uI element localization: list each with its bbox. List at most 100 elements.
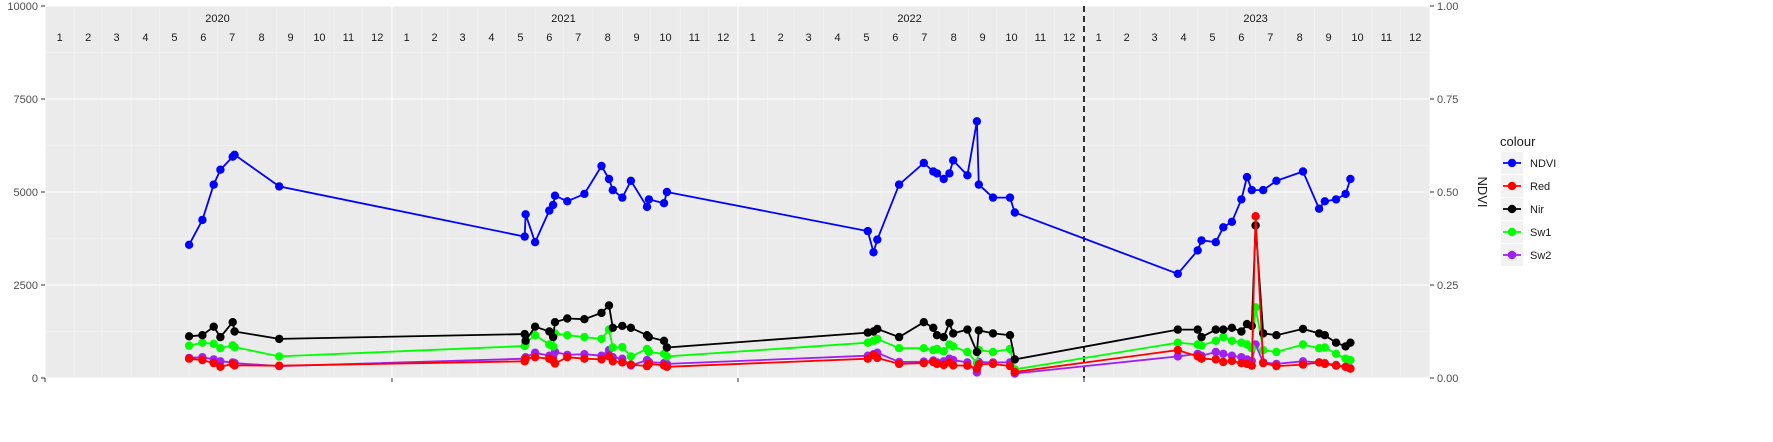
- data-point: [1173, 352, 1183, 361]
- month-tick-label: 5: [171, 32, 177, 44]
- data-point: [530, 238, 540, 247]
- data-point: [949, 329, 958, 338]
- data-point: [198, 355, 207, 365]
- month-tick-label: 8: [951, 32, 957, 44]
- data-point: [608, 323, 617, 332]
- data-point: [932, 331, 942, 340]
- month-tick-label: 11: [1035, 32, 1046, 44]
- data-point: [608, 185, 617, 195]
- legend-label: Nir: [1530, 204, 1544, 216]
- month-tick-label: 3: [1152, 32, 1158, 44]
- data-point: [530, 322, 540, 331]
- data-point: [184, 240, 194, 249]
- data-point: [563, 331, 572, 340]
- series-nir: [184, 221, 1355, 364]
- month-tick-label: 3: [460, 32, 466, 44]
- data-point: [1346, 364, 1355, 373]
- data-point: [949, 156, 958, 165]
- data-point: [963, 361, 972, 370]
- data-point: [608, 343, 617, 352]
- data-point: [520, 329, 529, 339]
- month-tick-label: 5: [517, 32, 523, 44]
- data-point: [626, 360, 636, 369]
- month-tick-label: 3: [114, 32, 120, 44]
- data-point: [873, 353, 882, 363]
- year-label: 2021: [551, 13, 575, 25]
- y-right-tick-label: 0.00: [1437, 373, 1458, 385]
- data-point: [216, 332, 225, 342]
- data-point: [1237, 327, 1246, 336]
- month-tick-label: 5: [863, 32, 869, 44]
- month-tick-label: 2: [432, 32, 438, 44]
- data-point: [1193, 325, 1202, 334]
- data-point: [230, 327, 239, 336]
- data-point: [597, 334, 606, 344]
- month-tick-label: 2: [85, 32, 91, 44]
- data-point: [184, 354, 194, 363]
- data-point: [1211, 336, 1221, 345]
- data-point: [919, 358, 928, 368]
- data-point: [1005, 331, 1015, 340]
- data-point: [1298, 340, 1308, 349]
- y-left-tick-label: 7500: [14, 94, 38, 106]
- month-tick-label: 7: [921, 32, 927, 44]
- series-ndvi: [184, 117, 1355, 278]
- legend-label: NDVI: [1530, 158, 1556, 170]
- y-axis-right-title: NDVI: [1475, 176, 1490, 207]
- data-point: [1010, 355, 1019, 364]
- y-right-tick-label: 0.25: [1437, 280, 1458, 292]
- data-point: [974, 180, 983, 189]
- data-point: [1219, 325, 1228, 334]
- data-point: [1272, 176, 1281, 185]
- data-point: [275, 361, 284, 370]
- data-point: [988, 193, 998, 202]
- data-point: [548, 332, 558, 342]
- data-point: [618, 342, 627, 352]
- data-point: [216, 344, 225, 353]
- data-point: [1173, 345, 1183, 355]
- data-point: [1331, 349, 1341, 358]
- month-tick-label: 8: [605, 32, 611, 44]
- data-point: [644, 347, 654, 357]
- data-point: [919, 158, 928, 168]
- y-right-tick-label: 1.00: [1437, 1, 1458, 13]
- data-point: [644, 332, 654, 342]
- data-point: [184, 332, 194, 341]
- data-point: [945, 169, 954, 178]
- data-point: [644, 195, 654, 204]
- data-point: [1341, 189, 1350, 199]
- data-point: [521, 354, 530, 363]
- data-point: [873, 334, 882, 344]
- data-point: [1320, 359, 1330, 369]
- legend-label: Sw1: [1530, 227, 1551, 239]
- month-tick-label: 8: [1297, 32, 1303, 44]
- y-left-tick-label: 0: [32, 373, 38, 385]
- legend-label: Red: [1530, 181, 1550, 193]
- data-point: [550, 318, 560, 327]
- data-point: [662, 343, 672, 352]
- y-axis-right: 0.00 0.25 0.50 0.75 1.00: [1430, 1, 1458, 385]
- month-tick-label: 4: [1180, 32, 1186, 44]
- data-point: [1320, 197, 1330, 206]
- data-point: [644, 359, 654, 369]
- data-point: [548, 200, 558, 210]
- data-point: [1211, 355, 1221, 364]
- data-point: [1211, 238, 1221, 247]
- month-tick-label: 11: [343, 32, 354, 44]
- month-tick-label: 11: [689, 32, 700, 44]
- data-point: [563, 353, 572, 362]
- month-tick-label: 6: [200, 32, 206, 44]
- data-point: [972, 347, 982, 357]
- data-point: [520, 232, 529, 241]
- data-point: [1219, 357, 1228, 367]
- data-point: [1227, 356, 1237, 366]
- month-tick-label: 3: [806, 32, 812, 44]
- data-point: [618, 358, 627, 367]
- month-tick-label: 4: [488, 32, 494, 44]
- data-point: [642, 202, 652, 212]
- month-tick-label: 10: [659, 32, 671, 44]
- data-point: [1227, 336, 1237, 345]
- data-point: [184, 341, 194, 350]
- y-axis-left: 0 2500 5000 7500 10000: [7, 1, 45, 385]
